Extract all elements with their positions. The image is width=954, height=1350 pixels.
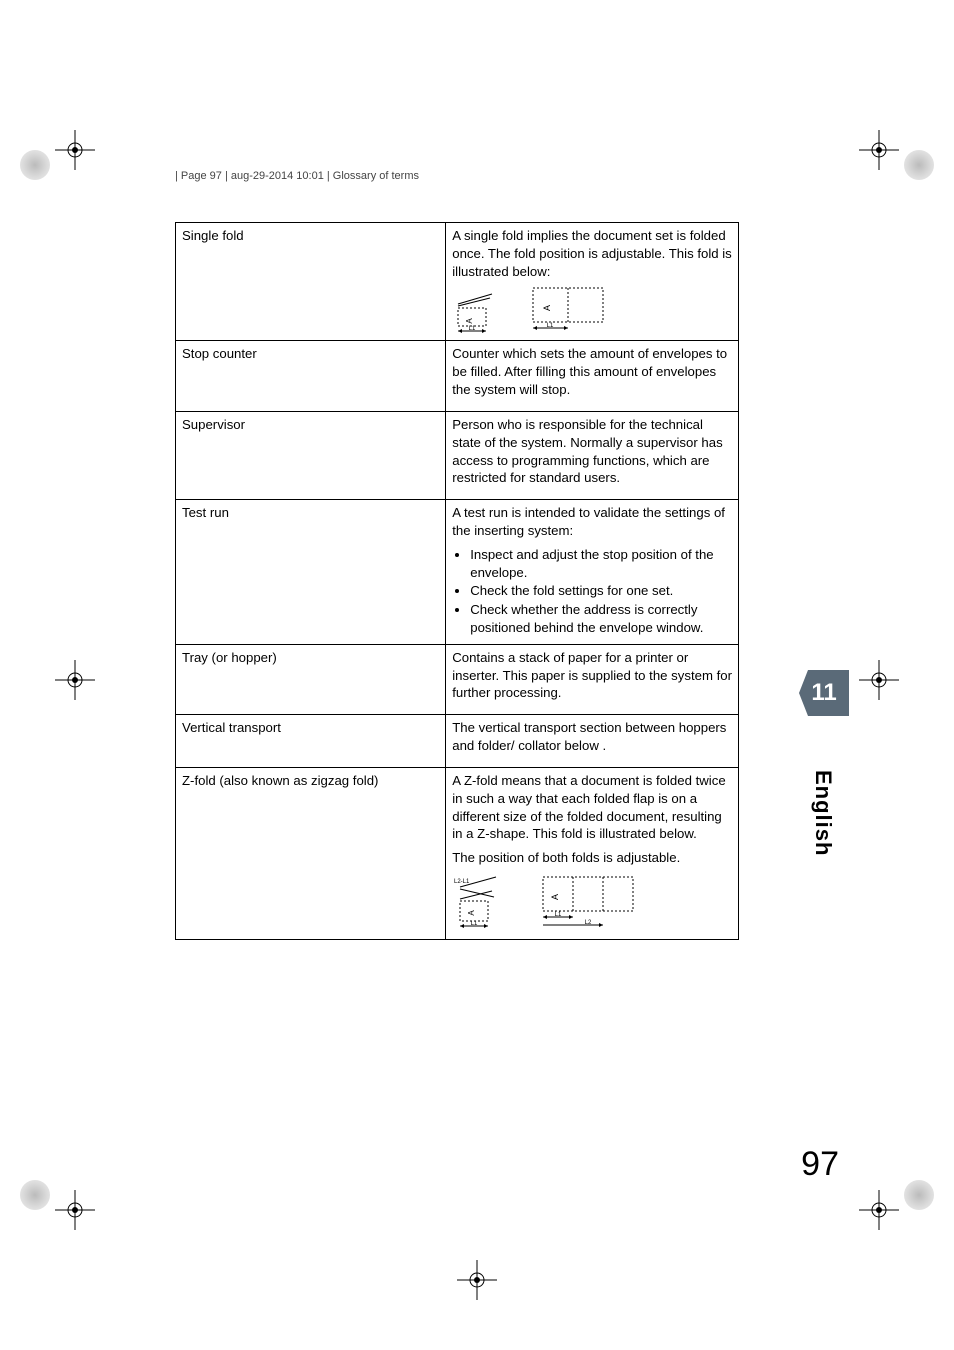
page-header: | Page 97 | aug-29-2014 10:01 | Glossary… [175, 170, 419, 182]
svg-text:A: A [465, 318, 474, 324]
svg-text:L1: L1 [547, 323, 554, 329]
definition-text: The position of both folds is adjustable… [452, 849, 732, 867]
list-item: Check the fold settings for one set. [470, 582, 732, 600]
fold-side-diagram-icon: A L1 [452, 286, 498, 334]
zfold-side-diagram-icon: A L2-L1 L1 [452, 873, 508, 933]
glossary-term: Single fold [176, 223, 446, 341]
svg-text:L2: L2 [585, 920, 592, 926]
glossary-table: Single foldA single fold implies the doc… [175, 222, 739, 940]
svg-text:A: A [542, 305, 552, 311]
table-row: Single foldA single fold implies the doc… [176, 223, 739, 341]
registration-mark-icon [457, 1260, 497, 1300]
definition-text: A Z-fold means that a document is folded… [452, 772, 732, 843]
glossary-definition: Person who is responsible for the techni… [446, 411, 739, 499]
language-label: English [810, 770, 836, 856]
corner-ornament [904, 150, 934, 180]
corner-ornament [20, 150, 50, 180]
registration-mark-icon [859, 1190, 899, 1230]
svg-text:L1: L1 [471, 921, 478, 927]
registration-mark-icon [55, 660, 95, 700]
list-item: Inspect and adjust the stop position of … [470, 546, 732, 582]
glossary-definition: Counter which sets the amount of envelop… [446, 341, 739, 411]
corner-ornament [20, 1180, 50, 1210]
definition-text: Person who is responsible for the techni… [452, 416, 732, 487]
chapter-tab: 11 [799, 670, 849, 716]
registration-mark-icon [859, 130, 899, 170]
table-row: SupervisorPerson who is responsible for … [176, 411, 739, 499]
registration-mark-icon [859, 660, 899, 700]
glossary-term: Vertical transport [176, 715, 446, 768]
corner-ornament [904, 1180, 934, 1210]
zfold-flat-diagram-icon: A L1 L2 [538, 873, 638, 933]
table-row: Stop counterCounter which sets the amoun… [176, 341, 739, 411]
svg-text:A: A [467, 910, 476, 916]
fold-flat-diagram-icon: A L1 [528, 286, 608, 334]
registration-mark-icon [55, 1190, 95, 1230]
list-item: Check whether the address is correctly p… [470, 601, 732, 637]
table-row: Tray (or hopper)Contains a stack of pape… [176, 644, 739, 714]
glossary-term: Z-fold (also known as zigzag fold) [176, 767, 446, 939]
table-row: Z-fold (also known as zigzag fold)A Z-fo… [176, 767, 739, 939]
glossary-definition: A single fold implies the document set i… [446, 223, 739, 341]
svg-text:L2-L1: L2-L1 [454, 879, 470, 885]
glossary-tbody: Single foldA single fold implies the doc… [176, 223, 739, 940]
glossary-definition: A test run is intended to validate the s… [446, 500, 739, 645]
page-number: 97 [801, 1145, 839, 1184]
svg-text:L1: L1 [469, 326, 476, 332]
definition-list: Inspect and adjust the stop position of … [470, 546, 732, 637]
table-row: Test runA test run is intended to valida… [176, 500, 739, 645]
definition-text: A test run is intended to validate the s… [452, 504, 732, 540]
glossary-definition: Contains a stack of paper for a printer … [446, 644, 739, 714]
definition-text: Counter which sets the amount of envelop… [452, 345, 732, 398]
registration-mark-icon [55, 130, 95, 170]
glossary-term: Stop counter [176, 341, 446, 411]
glossary-term: Test run [176, 500, 446, 645]
glossary-term: Tray (or hopper) [176, 644, 446, 714]
table-row: Vertical transportThe vertical transport… [176, 715, 739, 768]
svg-text:A: A [550, 894, 560, 900]
definition-text: Contains a stack of paper for a printer … [452, 649, 732, 702]
glossary-term: Supervisor [176, 411, 446, 499]
svg-text:L1: L1 [555, 912, 562, 918]
definition-text: The vertical transport section between h… [452, 719, 732, 755]
definition-text: A single fold implies the document set i… [452, 227, 732, 280]
glossary-definition: A Z-fold means that a document is folded… [446, 767, 739, 939]
glossary-definition: The vertical transport section between h… [446, 715, 739, 768]
